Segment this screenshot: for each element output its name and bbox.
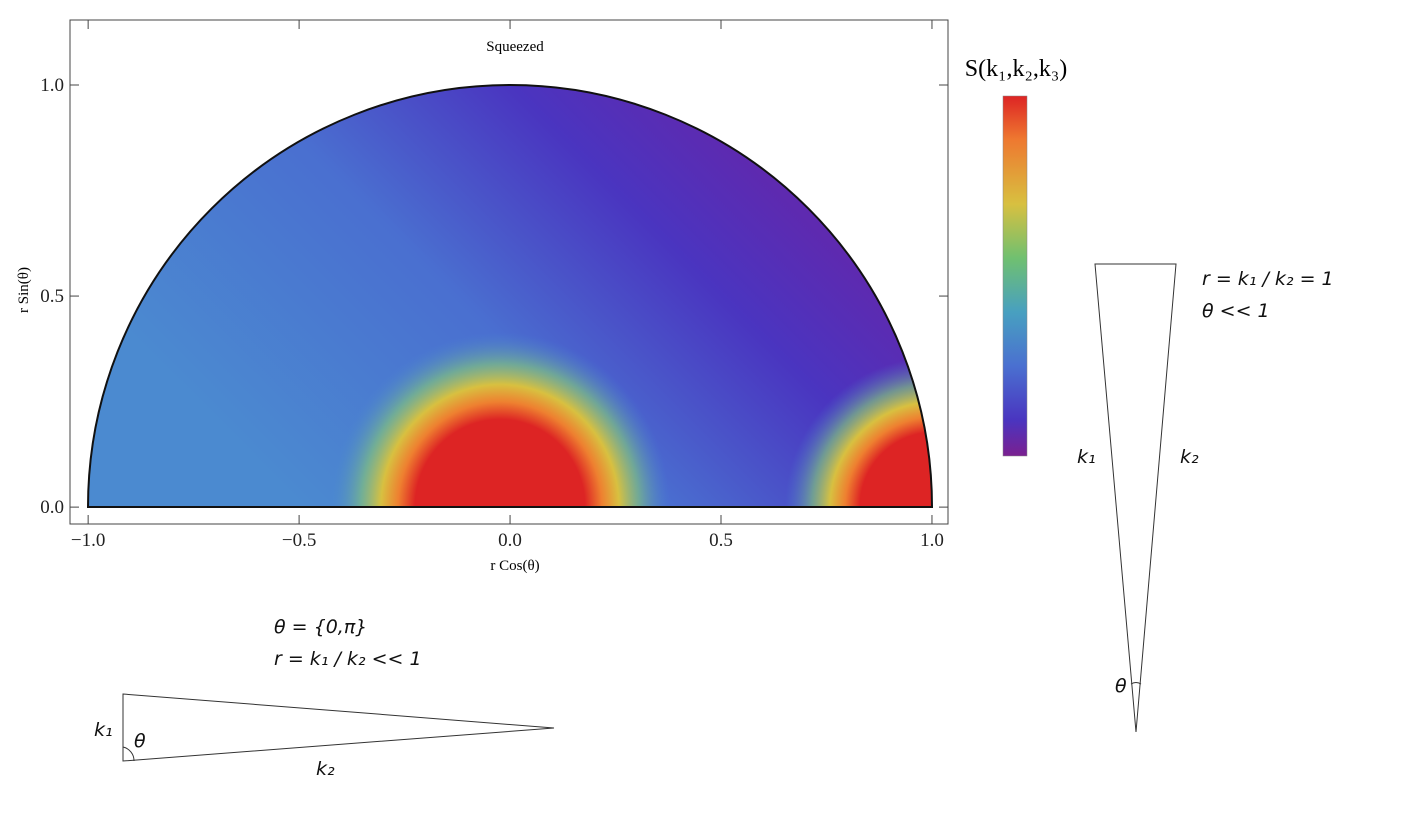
colorbar [1002, 95, 1028, 457]
y-tick-label: 0.0 [40, 497, 64, 518]
equilateral-triangle [1094, 263, 1177, 733]
side-label: k₂ [1180, 446, 1199, 468]
angle-arc [122, 746, 135, 762]
chart-title: Squeezed [486, 39, 544, 55]
plot-frame [69, 19, 949, 525]
side-label: k₁ [94, 719, 113, 741]
annotation: θ << 1 [1202, 300, 1270, 322]
angle-arc [1130, 682, 1142, 685]
x-tick-label: −1.0 [71, 530, 105, 551]
y-tick-label: 1.0 [40, 75, 64, 96]
x-tick-label: 0.0 [498, 530, 522, 551]
y-tick-label: 0.5 [40, 286, 64, 307]
semicircle-outline [86, 84, 934, 508]
annotation: θ = {0,π} [274, 616, 367, 638]
density-field [88, 85, 932, 507]
side-label: k₂ [316, 758, 335, 780]
x-axis-label: r Cos(θ) [490, 558, 539, 574]
angle-label: θ [1115, 675, 1127, 697]
x-tick-label: 0.5 [709, 530, 733, 551]
annotation: r = k₁ / k₂ << 1 [274, 648, 422, 670]
y-axis-label: r Sin(θ) [16, 267, 32, 313]
annotation: r = k₁ / k₂ = 1 [1202, 268, 1334, 290]
colorbar-label: S(k₁,k₂,k₃) [965, 56, 1067, 82]
squeezed-triangle [122, 693, 555, 762]
side-label: k₁ [1077, 446, 1096, 468]
x-tick-label: −0.5 [282, 530, 316, 551]
angle-label: θ [134, 730, 146, 752]
x-tick-label: 1.0 [920, 530, 944, 551]
